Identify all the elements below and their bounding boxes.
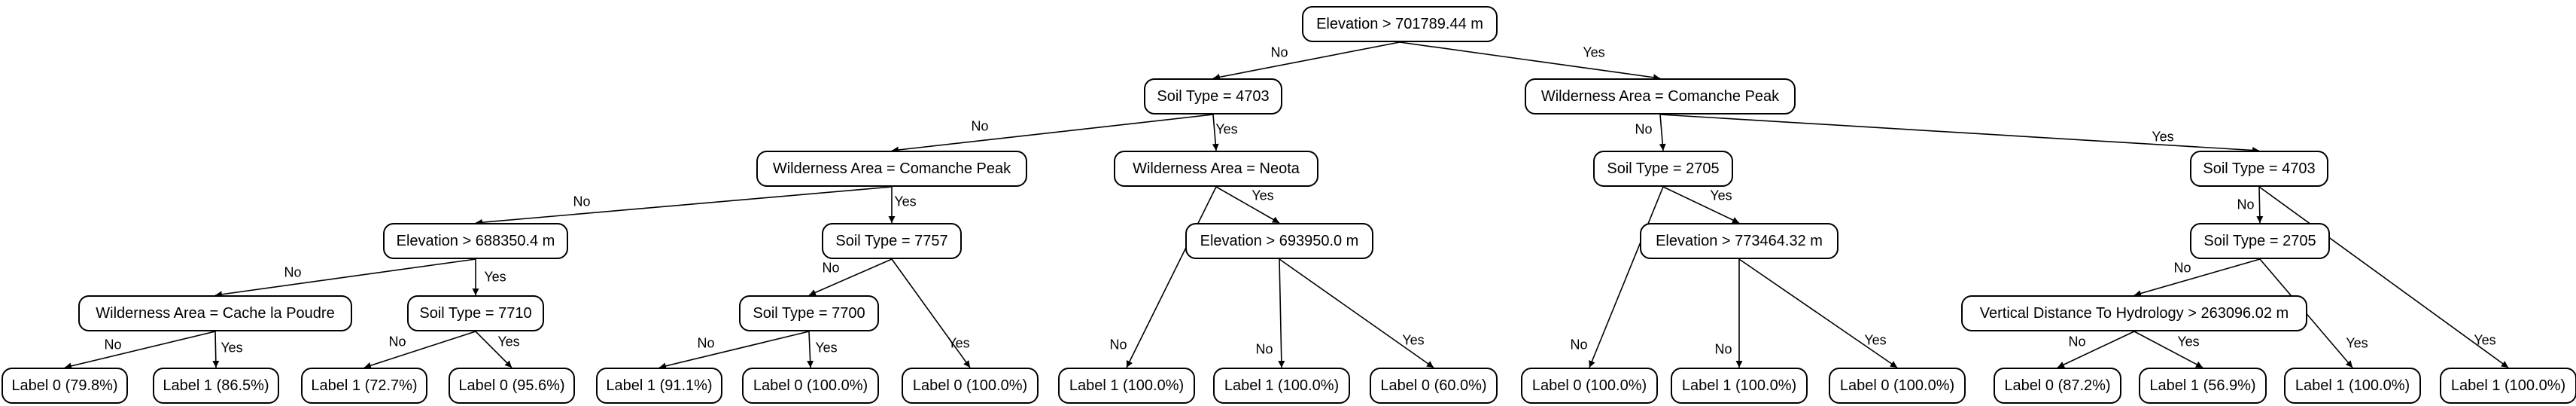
edge-label-no: No xyxy=(971,118,989,134)
tree-leaf-label: Label 1 (100.0%) xyxy=(2284,368,2421,404)
edge-label-no: No xyxy=(1570,337,1588,353)
edge-label-no: No xyxy=(1255,341,1273,357)
edge-label-no: No xyxy=(2173,260,2191,276)
tree-edge-n5-to-l11 xyxy=(1589,186,1664,368)
tree-edge-n1-to-n4 xyxy=(1212,114,1219,151)
tree-node-soil-type-2705: Soil Type = 2705 xyxy=(2190,223,2330,259)
edge-label-no: No xyxy=(104,337,122,353)
tree-edge-n12-to-l1 xyxy=(64,331,216,370)
tree-leaf-label: Label 0 (100.0%) xyxy=(902,368,1039,404)
tree-leaf-label: Label 1 (91.1%) xyxy=(596,368,722,404)
tree-edge-n8-to-n14 xyxy=(808,258,893,296)
tree-node-soil-type-2705: Soil Type = 2705 xyxy=(1593,151,1733,187)
tree-edge-n14-to-l6 xyxy=(807,331,814,368)
tree-edge-n9-to-l9 xyxy=(1278,258,1285,368)
edge-label-yes: Yes xyxy=(2152,129,2174,145)
tree-leaf-label: Label 0 (60.0%) xyxy=(1370,368,1498,404)
tree-leaf-label: Label 1 (100.0%) xyxy=(1058,368,1195,404)
edge-label-yes: Yes xyxy=(1583,44,1605,60)
edge-label-yes: Yes xyxy=(1402,332,1425,348)
tree-node-soil-type-7700: Soil Type = 7700 xyxy=(739,295,879,331)
tree-node-wilderness-area-comanche-peak: Wilderness Area = Comanche Peak xyxy=(756,151,1027,187)
edge-label-yes: Yes xyxy=(484,269,506,285)
tree-edge-n6-to-n11 xyxy=(2256,186,2264,224)
tree-edge-n10-to-l13 xyxy=(1738,258,1898,368)
edge-label-yes: Yes xyxy=(497,334,520,350)
tree-node-elevation-693950: Elevation > 693950.0 m xyxy=(1185,223,1373,259)
edge-label-no: No xyxy=(1270,44,1288,60)
tree-node-wilderness-area-neota: Wilderness Area = Neota xyxy=(1114,151,1318,187)
edge-label-no: No xyxy=(573,194,591,209)
tree-node-elevation-773464: Elevation > 773464.32 m xyxy=(1640,223,1838,259)
tree-node-wilderness-area-comanche-peak: Wilderness Area = Comanche Peak xyxy=(1525,78,1796,114)
edge-label-yes: Yes xyxy=(220,340,243,356)
edge-label-no: No xyxy=(388,334,406,350)
edge-label-no: No xyxy=(2068,334,2086,350)
tree-leaf-label: Label 0 (100.0%) xyxy=(1521,368,1658,404)
tree-edge-n7-to-n12 xyxy=(214,258,476,298)
edge-label-no: No xyxy=(1109,337,1127,353)
tree-edge-n4-to-n9 xyxy=(1215,186,1280,224)
tree-leaf-label: Label 1 (56.9%) xyxy=(2139,368,2267,404)
edge-label-no: No xyxy=(1714,341,1732,357)
tree-edge-n3-to-n7 xyxy=(475,186,893,226)
tree-edge-n14-to-l5 xyxy=(658,331,810,370)
tree-edge-n11-to-n15 xyxy=(2133,258,2261,297)
tree-node-soil-type-7710: Soil Type = 7710 xyxy=(407,295,544,331)
tree-edge-n8-to-l7 xyxy=(891,258,971,368)
tree-leaf-label: Label 1 (86.5%) xyxy=(153,368,279,404)
edge-label-yes: Yes xyxy=(1252,188,1274,203)
edge-label-yes: Yes xyxy=(1710,188,1732,203)
edge-label-no: No xyxy=(822,260,840,276)
tree-edge-n6-to-l17 xyxy=(2258,186,2509,368)
tree-node-elevation-688350: Elevation > 688350.4 m xyxy=(383,223,568,259)
tree-edge-n2-to-n5 xyxy=(1659,114,1666,151)
tree-edge-n12-to-l2 xyxy=(212,331,220,368)
tree-edge-root-to-n1 xyxy=(1212,41,1401,81)
tree-edge-n9-to-l10 xyxy=(1279,258,1434,368)
edge-label-yes: Yes xyxy=(894,194,917,209)
tree-node-wilderness-area-cache-la-poudre: Wilderness Area = Cache la Poudre xyxy=(78,295,352,331)
tree-leaf-label: Label 0 (100.0%) xyxy=(742,368,879,404)
tree-node-vertical-distance-to-hydrology: Vertical Distance To Hydrology > 263096.… xyxy=(1961,295,2307,331)
tree-edge-n15-to-l15 xyxy=(2133,331,2203,368)
edge-label-no: No xyxy=(284,264,302,280)
tree-leaf-label: Label 0 (87.2%) xyxy=(1994,368,2121,404)
edge-label-yes: Yes xyxy=(2177,334,2200,350)
tree-leaf-label: Label 1 (100.0%) xyxy=(1671,368,1808,404)
edge-label-no: No xyxy=(1635,121,1653,137)
tree-edge-root-to-n2 xyxy=(1399,41,1661,81)
tree-node-soil-type-7757: Soil Type = 7757 xyxy=(822,223,962,259)
tree-edge-n13-to-l4 xyxy=(475,331,512,368)
tree-edge-n5-to-n10 xyxy=(1662,186,1740,224)
tree-node-soil-type-4703: Soil Type = 4703 xyxy=(1144,78,1282,114)
tree-edge-n1-to-n3 xyxy=(891,114,1214,154)
edge-label-yes: Yes xyxy=(1215,121,1238,137)
edge-label-yes: Yes xyxy=(2474,332,2496,348)
tree-edge-n4-to-l8 xyxy=(1126,186,1217,368)
tree-node-root: Elevation > 701789.44 m xyxy=(1302,6,1498,42)
edge-label-no: No xyxy=(2237,197,2255,212)
tree-node-soil-type-4703: Soil Type = 4703 xyxy=(2190,151,2328,187)
tree-leaf-label: Label 1 (100.0%) xyxy=(1213,368,1350,404)
tree-edge-n15-to-l14 xyxy=(2057,331,2135,368)
tree-leaf-label: Label 0 (95.6%) xyxy=(449,368,575,404)
edge-label-yes: Yes xyxy=(815,340,838,356)
tree-leaf-label: Label 0 (100.0%) xyxy=(1829,368,1966,404)
tree-edge-n2-to-n6 xyxy=(1659,114,2260,154)
edge-label-yes: Yes xyxy=(1864,332,1887,348)
edge-label-no: No xyxy=(697,335,715,351)
edge-label-yes: Yes xyxy=(947,335,970,351)
tree-edge-n13-to-l3 xyxy=(363,331,476,369)
tree-leaf-label: Label 1 (100.0%) xyxy=(2440,368,2576,404)
tree-leaf-label: Label 1 (72.7%) xyxy=(301,368,427,404)
tree-leaf-label: Label 0 (79.8%) xyxy=(2,368,128,404)
edge-label-yes: Yes xyxy=(2346,335,2368,351)
